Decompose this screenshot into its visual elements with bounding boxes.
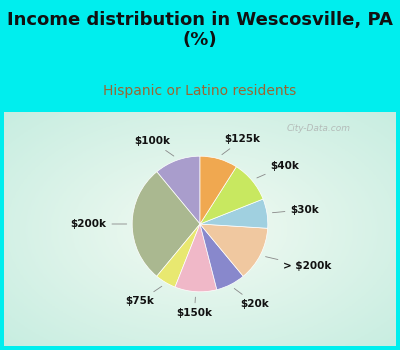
Wedge shape [200,156,236,224]
Text: Hispanic or Latino residents: Hispanic or Latino residents [103,84,297,98]
Text: $150k: $150k [176,297,212,318]
Text: $100k: $100k [134,136,174,156]
Text: > $200k: > $200k [266,257,332,272]
Wedge shape [157,224,200,287]
Wedge shape [175,224,217,292]
Text: City-Data.com: City-Data.com [286,124,350,133]
Text: $40k: $40k [257,161,300,178]
Text: $125k: $125k [222,134,260,155]
Text: $20k: $20k [234,288,269,309]
Text: Income distribution in Wescosville, PA
(%): Income distribution in Wescosville, PA (… [7,10,393,49]
Wedge shape [157,156,200,224]
Text: $200k: $200k [70,219,127,229]
Text: $75k: $75k [126,286,162,306]
Wedge shape [200,167,263,224]
Wedge shape [200,224,243,290]
Wedge shape [200,199,268,228]
Text: $30k: $30k [272,205,319,215]
Wedge shape [132,172,200,276]
Wedge shape [200,224,268,276]
